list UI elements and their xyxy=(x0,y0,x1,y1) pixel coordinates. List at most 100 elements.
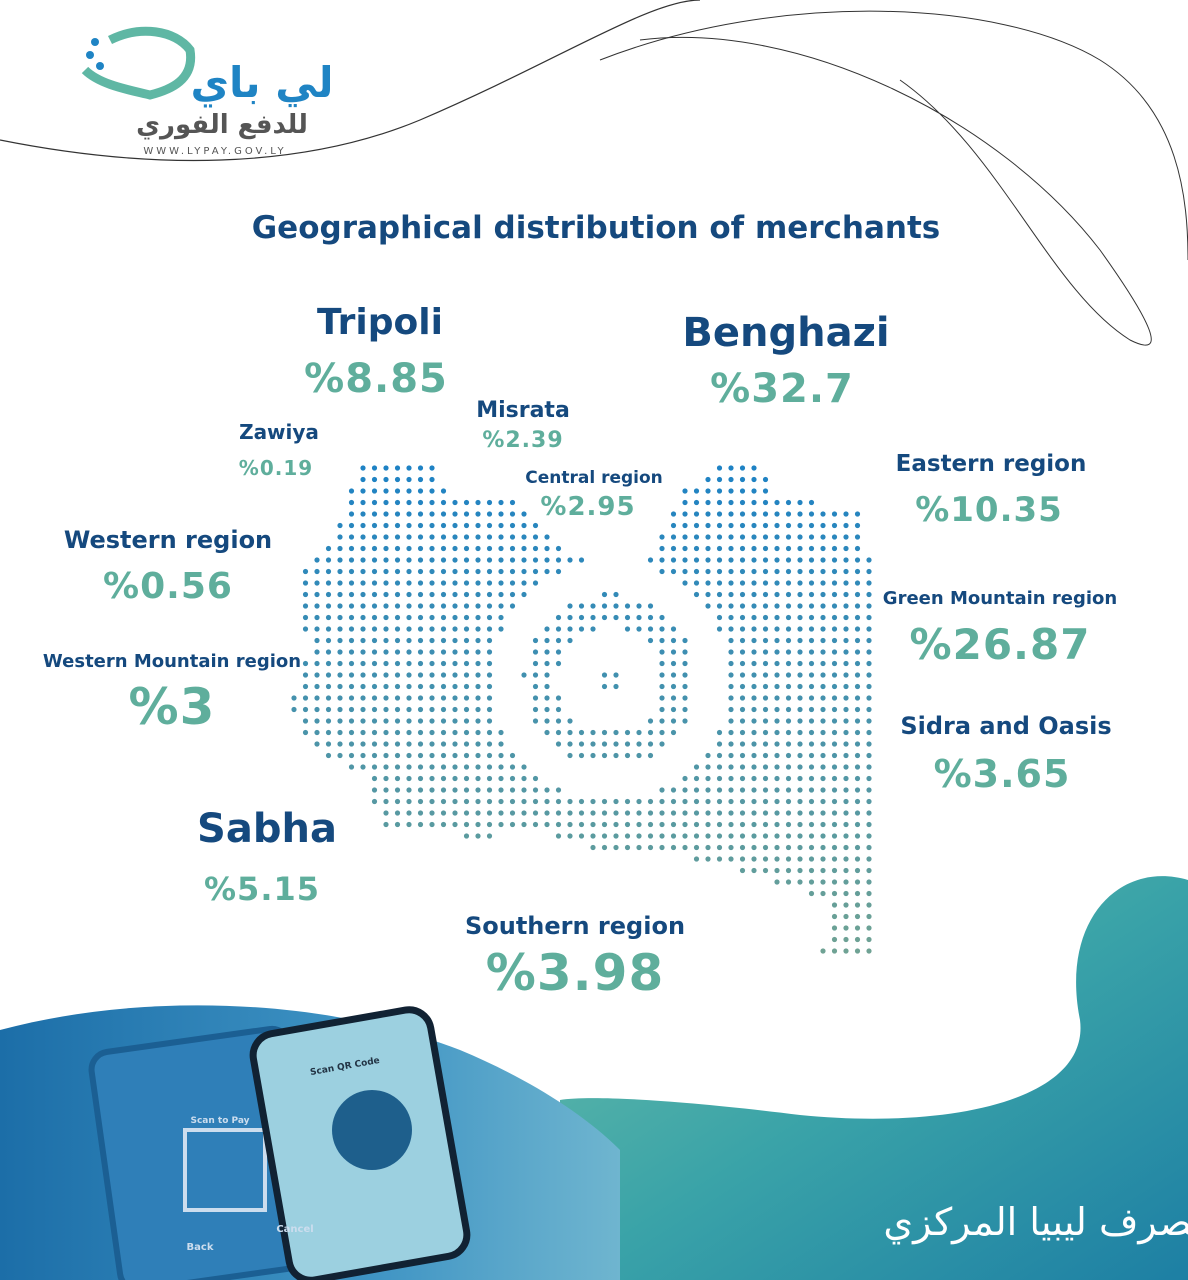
map-dot xyxy=(693,534,700,540)
map-dot xyxy=(555,798,562,805)
map-dot xyxy=(751,465,757,471)
map-dot xyxy=(843,741,849,747)
region-value: %26.87 xyxy=(909,620,1091,669)
map-dot xyxy=(532,557,539,563)
map-dot xyxy=(417,660,424,667)
map-dot xyxy=(762,626,769,632)
map-dot xyxy=(486,557,493,563)
map-dot xyxy=(383,603,389,609)
map-dot xyxy=(728,626,734,632)
map-dot xyxy=(854,821,861,828)
map-dot xyxy=(360,568,366,575)
map-dot xyxy=(820,890,826,897)
map-dot xyxy=(555,614,562,621)
map-dot xyxy=(302,591,309,598)
map-dot xyxy=(314,706,320,713)
map-dot xyxy=(774,603,780,609)
map-dot xyxy=(762,637,769,644)
map-dot xyxy=(797,833,803,839)
map-dot xyxy=(751,672,757,678)
map-dot xyxy=(544,798,550,805)
map-dot xyxy=(751,752,757,759)
map-dot xyxy=(716,752,723,759)
map-dot xyxy=(739,672,746,678)
map-dot xyxy=(682,568,688,575)
map-dot xyxy=(785,545,792,552)
map-dot xyxy=(371,637,378,644)
map-dot xyxy=(785,741,792,747)
map-dot xyxy=(854,879,861,885)
map-dot xyxy=(797,557,803,563)
map-dot xyxy=(762,718,769,724)
map-dot xyxy=(693,511,700,517)
map-dot xyxy=(314,637,320,644)
map-dot xyxy=(843,534,849,540)
map-dot xyxy=(371,522,378,529)
map-dot xyxy=(774,637,780,644)
map-dot xyxy=(452,591,458,598)
map-dot xyxy=(498,626,504,632)
map-dot xyxy=(797,706,803,713)
map-dot xyxy=(716,465,723,471)
map-dot xyxy=(360,534,366,540)
map-dot xyxy=(716,591,723,598)
map-dot xyxy=(440,741,447,747)
map-dot xyxy=(463,660,470,667)
map-dot xyxy=(854,626,861,632)
map-dot xyxy=(751,499,757,506)
map-dot xyxy=(601,821,608,828)
map-dot xyxy=(463,752,470,759)
map-dot xyxy=(751,557,757,563)
map-dot xyxy=(693,810,700,816)
map-dot xyxy=(774,580,780,586)
map-dot xyxy=(371,511,378,517)
map-dot xyxy=(682,488,688,494)
map-dot xyxy=(509,787,516,793)
map-dot xyxy=(452,787,458,793)
map-dot xyxy=(406,729,412,736)
map-dot xyxy=(521,821,527,828)
map-dot xyxy=(716,764,723,770)
map-dot xyxy=(544,718,550,724)
map-dot xyxy=(820,844,826,851)
map-dot xyxy=(348,591,355,598)
map-dot xyxy=(774,764,780,770)
map-dot xyxy=(394,465,401,471)
map-dot xyxy=(429,557,435,563)
map-dot xyxy=(567,752,573,759)
map-dot xyxy=(371,718,378,724)
map-dot xyxy=(647,833,654,839)
map-dot xyxy=(808,867,815,874)
map-dot xyxy=(854,568,861,575)
map-dot xyxy=(486,718,493,724)
region-value: %3 xyxy=(128,678,216,736)
map-dot xyxy=(820,568,826,575)
map-dot xyxy=(463,580,470,586)
map-dot xyxy=(567,798,573,805)
map-dot xyxy=(463,545,470,552)
map-dot xyxy=(440,649,447,655)
map-dot xyxy=(728,787,734,793)
map-dot xyxy=(705,752,711,759)
map-dot xyxy=(509,821,516,828)
map-dot xyxy=(440,626,447,632)
map-dot xyxy=(302,718,309,724)
map-dot xyxy=(831,948,838,954)
map-dot xyxy=(705,534,711,540)
map-dot xyxy=(325,557,332,563)
map-dot xyxy=(383,706,389,713)
phone-button: Cancel xyxy=(276,1224,314,1235)
map-dot xyxy=(406,580,412,586)
map-dot xyxy=(475,683,481,690)
map-dot xyxy=(785,787,792,793)
map-dot xyxy=(406,752,412,759)
map-dot xyxy=(291,695,297,701)
map-dot xyxy=(808,649,815,655)
map-dot xyxy=(348,649,355,655)
map-dot xyxy=(475,614,481,621)
region-name: Southern region xyxy=(464,912,686,940)
map-dot xyxy=(371,591,378,598)
map-dot xyxy=(739,741,746,747)
map-dot xyxy=(383,718,389,724)
map-dot xyxy=(831,936,838,943)
